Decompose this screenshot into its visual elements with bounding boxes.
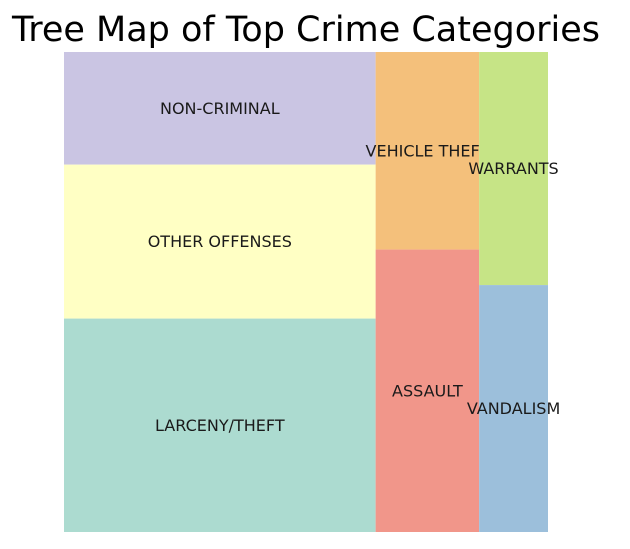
tile-vehicle-theft	[375, 52, 480, 250]
tile-label-other-offenses: OTHER OFFENSES	[148, 232, 292, 251]
tile-label-assault: ASSAULT	[392, 381, 463, 400]
tile-label-vehicle-theft: VEHICLE THEFT	[366, 141, 490, 160]
tile-larceny-theft	[64, 318, 376, 532]
tile-warrants	[479, 52, 548, 286]
tile-vandalism	[479, 285, 548, 532]
tile-non-criminal	[64, 52, 376, 165]
tile-label-vandalism: VANDALISM	[467, 399, 560, 418]
tile-label-non-criminal: NON-CRIMINAL	[160, 99, 280, 118]
chart-title: Tree Map of Top Crime Categories	[11, 10, 601, 50]
tile-label-warrants: WARRANTS	[468, 159, 558, 178]
tile-other-offenses	[64, 164, 376, 319]
tile-assault	[375, 249, 480, 533]
tile-label-larceny-theft: LARCENY/THEFT	[155, 416, 285, 435]
